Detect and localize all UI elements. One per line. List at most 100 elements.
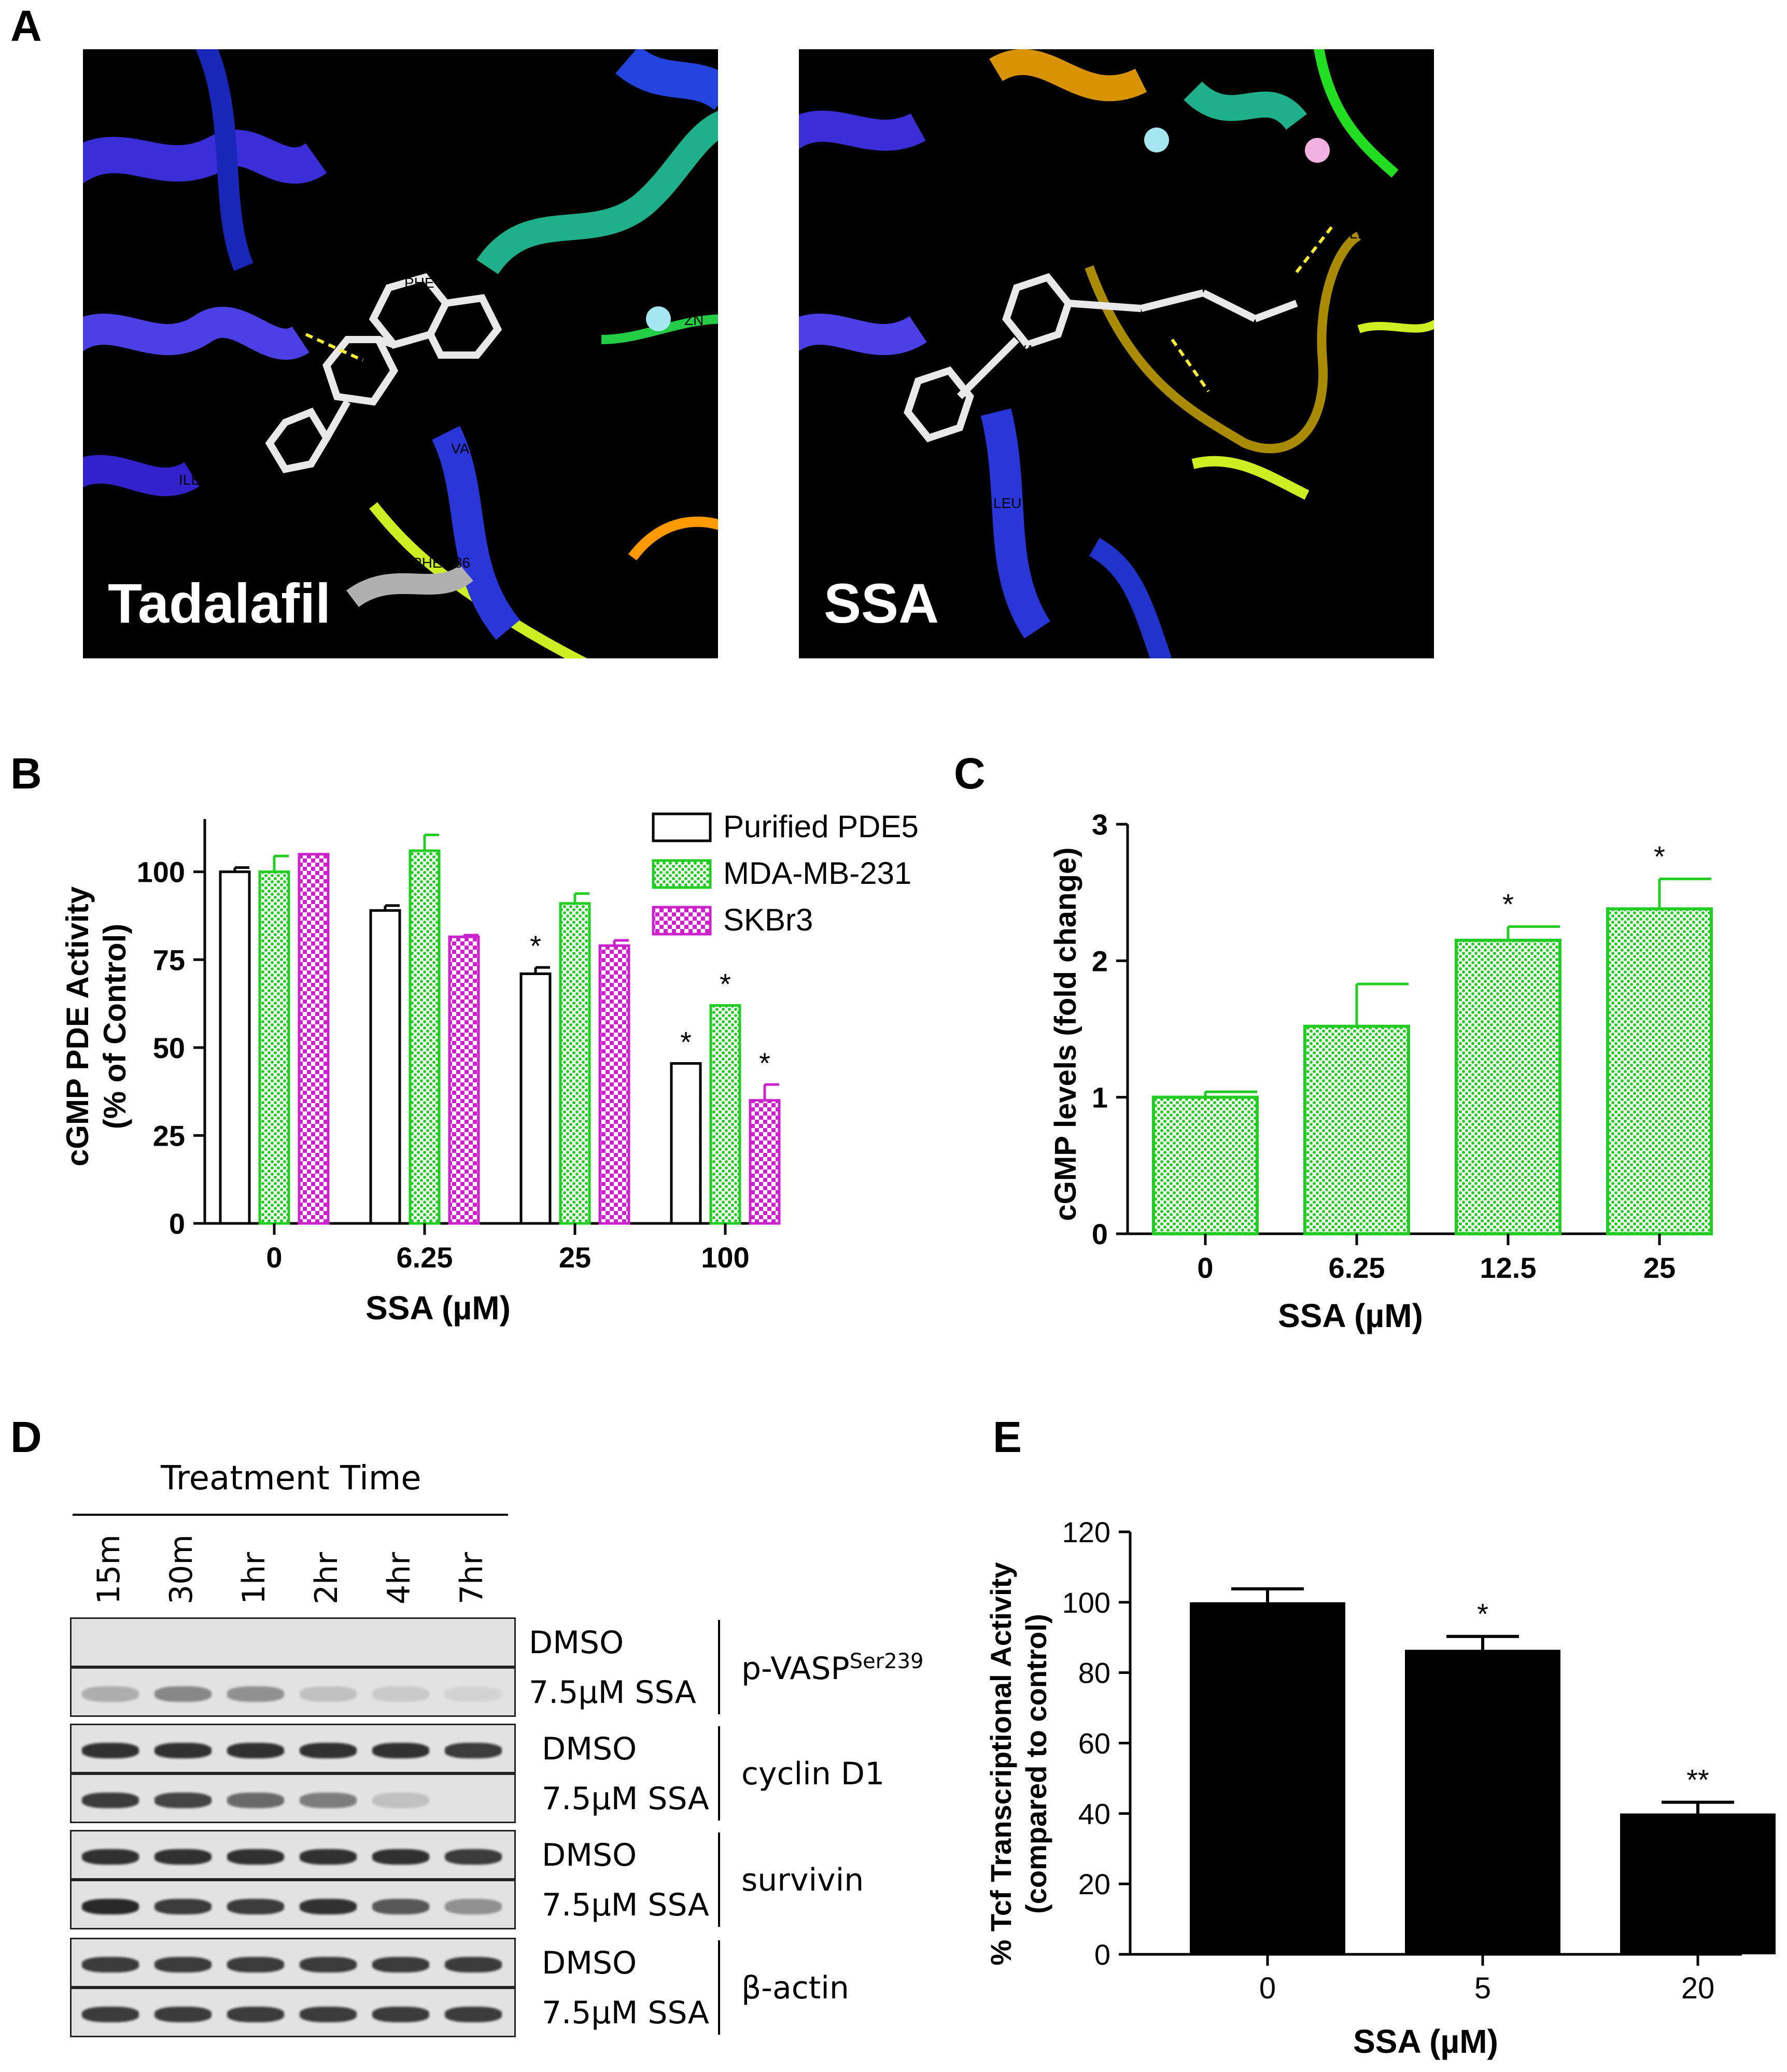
bar xyxy=(749,1099,781,1225)
significance-star: * xyxy=(530,929,541,962)
protein-label: survivin xyxy=(741,1862,864,1898)
significance-star: * xyxy=(720,967,731,1000)
blot-band xyxy=(300,2007,357,2022)
y-tick-label: 1 xyxy=(1092,1081,1108,1114)
protein-name: survivin xyxy=(741,1862,864,1898)
residue-label: TYR 612 xyxy=(1037,200,1095,216)
blot-band xyxy=(372,1743,429,1758)
treatment-label: 7.5µM SSA xyxy=(542,1995,709,2031)
x-tick-label: 12.5 xyxy=(1480,1251,1537,1284)
legend-label: SKBr3 xyxy=(723,903,813,937)
blot-band xyxy=(445,1686,502,1702)
blot-strip xyxy=(70,1830,516,1880)
protein-label: cyclin D1 xyxy=(741,1756,884,1792)
residue-label: PHE 78 xyxy=(1063,456,1114,472)
y-tick-label: 25 xyxy=(153,1119,185,1152)
y-tick-label: 75 xyxy=(153,943,185,976)
y-tick-label: 60 xyxy=(1078,1727,1110,1760)
blot-band xyxy=(227,1849,284,1865)
residue-label: VAL 7 xyxy=(1017,342,1054,358)
blot-band xyxy=(82,1793,139,1808)
blot-band xyxy=(372,1899,429,1914)
x-tick-label: 0 xyxy=(266,1241,282,1274)
residue-label: ASN 6 xyxy=(1234,404,1276,420)
blot-band xyxy=(300,1686,357,1702)
docking-image-ssa: ZN 1001 TYR 612 LEU 725 GLN 682 PHE 820 … xyxy=(799,49,1434,658)
blot-band xyxy=(227,1899,284,1914)
bar xyxy=(559,902,591,1225)
significance-star: * xyxy=(1502,888,1514,921)
protein-name: p-VASP xyxy=(741,1651,850,1687)
blot-band xyxy=(372,1686,429,1702)
x-axis-label: SSA (µM) xyxy=(1353,2023,1498,2060)
x-tick-label: 0 xyxy=(1197,1251,1213,1284)
residue-label: TYR 612 xyxy=(555,394,612,410)
blot-band xyxy=(154,1743,212,1758)
blot-band xyxy=(154,1793,212,1808)
blot-band xyxy=(154,1957,212,1972)
docking-illustration-ssa: ZN 1001 TYR 612 LEU 725 GLN 682 PHE 820 … xyxy=(799,49,1434,658)
residue-label: MET 816 xyxy=(892,524,951,540)
y-tick-label: 0 xyxy=(1094,1938,1110,1971)
y-axis-label: % Tcf Transcriptional Activity (compared … xyxy=(984,1562,1052,1966)
y-tick-label: 20 xyxy=(1078,1868,1110,1900)
blot-band xyxy=(372,1957,429,1972)
lane-label: 1hr xyxy=(236,1552,272,1604)
bar xyxy=(709,1004,741,1225)
bracket-line xyxy=(718,1940,720,2035)
docking-caption: Tadalafil xyxy=(108,572,331,635)
legend-swatch xyxy=(652,906,712,936)
significance-star: * xyxy=(759,1047,770,1079)
bar xyxy=(1455,938,1561,1236)
bar xyxy=(1620,1813,1776,1954)
y-axis-label-line: (compared to control) xyxy=(1020,1614,1052,1914)
blot-band xyxy=(372,2007,429,2022)
x-axis-label: SSA (µM) xyxy=(365,1289,511,1327)
y-axis-label-line: cGMP levels (fold change) xyxy=(1049,848,1082,1221)
residue-label: VAL 782 xyxy=(451,441,505,457)
y-tick-label: 100 xyxy=(1062,1586,1110,1619)
x-tick-label: 0 xyxy=(1259,1971,1276,2005)
bar xyxy=(598,944,630,1225)
blot-band xyxy=(227,1743,284,1758)
blot-band xyxy=(227,2007,284,2022)
treatment-label: 7.5µM SSA xyxy=(529,1674,696,1711)
blot-band xyxy=(154,2007,212,2022)
treatment-label: DMSO xyxy=(542,1837,637,1873)
y-tick-label: 40 xyxy=(1078,1797,1110,1830)
blot-band xyxy=(445,1957,502,1972)
bar xyxy=(448,935,480,1225)
blot-band xyxy=(82,1899,139,1914)
x-tick-label: 20 xyxy=(1681,1971,1715,2005)
lane-label: 2hr xyxy=(308,1552,345,1604)
residue-label: PHE 820 xyxy=(404,275,462,291)
residue-label: LEU 804 xyxy=(993,495,1050,511)
blot-strip xyxy=(70,1667,516,1717)
legend-swatch xyxy=(652,812,712,842)
residue-label: GLN 682 xyxy=(1338,225,1396,242)
blot-band xyxy=(227,1686,284,1702)
blot-band xyxy=(300,1849,357,1865)
blot-band xyxy=(227,1957,284,1972)
significance-star: * xyxy=(1477,1598,1488,1630)
protein-superscript: Ser239 xyxy=(849,1650,924,1673)
residue-label: PHE 820 xyxy=(913,283,971,299)
lane-label: 7hr xyxy=(454,1552,490,1604)
y-tick-label: 2 xyxy=(1092,945,1108,977)
panel-letter-c: C xyxy=(954,749,986,798)
docking-image-tadalafil: ILE 768 PHE 820 GLN 817 ZN TYR 612 VAL 7… xyxy=(83,49,718,658)
treatment-label: DMSO xyxy=(542,1945,637,1981)
y-axis-label-line: cGMP PDE Activity xyxy=(60,886,95,1166)
blot-strip xyxy=(70,1988,516,2037)
panel-letter-e: E xyxy=(993,1413,1022,1461)
blot-band xyxy=(154,1849,212,1865)
bar xyxy=(369,909,401,1225)
significance-star: ** xyxy=(1686,1764,1709,1796)
treatment-label: DMSO xyxy=(529,1625,624,1661)
bar xyxy=(1606,907,1713,1235)
y-tick-label: 120 xyxy=(1062,1516,1110,1548)
y-tick-label: 3 xyxy=(1092,808,1108,841)
panel-letter-a: A xyxy=(10,2,42,50)
blot-strip xyxy=(70,1938,516,1988)
protein-label: β-actin xyxy=(741,1970,849,2006)
